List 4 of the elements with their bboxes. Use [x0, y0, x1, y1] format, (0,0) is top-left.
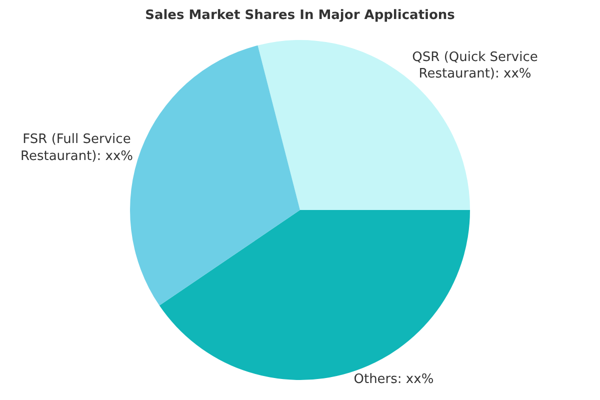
slice-label: QSR (Quick Service Restaurant): xx% [412, 50, 538, 82]
slice-label: FSR (Full Service Restaurant): xx% [20, 132, 133, 164]
slice-label: Others: xx% [354, 372, 434, 387]
chart-title: Sales Market Shares In Major Applications [145, 8, 456, 24]
